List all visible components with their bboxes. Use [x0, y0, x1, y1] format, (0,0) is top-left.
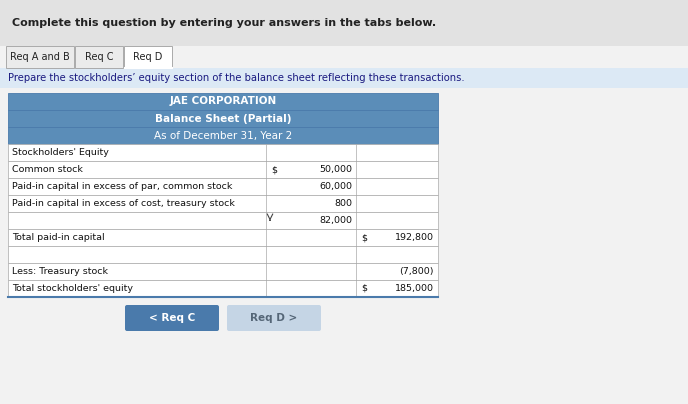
Bar: [0, 0, 688, 46]
Text: 60,000: 60,000: [319, 182, 352, 191]
Text: Req C: Req C: [85, 52, 114, 62]
Text: 50,000: 50,000: [319, 165, 352, 174]
Text: Prepare the stockholders’ equity section of the balance sheet reflecting these t: Prepare the stockholders’ equity section…: [8, 73, 464, 83]
Bar: [124, 46, 172, 68]
Bar: [8, 178, 438, 195]
Text: 82,000: 82,000: [319, 216, 352, 225]
Text: Req D >: Req D >: [250, 313, 298, 323]
Text: $: $: [361, 233, 367, 242]
Text: 800: 800: [334, 199, 352, 208]
Text: JAE CORPORATION: JAE CORPORATION: [169, 97, 277, 107]
Text: 192,800: 192,800: [395, 233, 434, 242]
Text: $: $: [271, 165, 277, 174]
Text: Req D: Req D: [133, 52, 162, 62]
Bar: [0, 68, 688, 88]
Text: $: $: [361, 284, 367, 293]
Bar: [8, 229, 438, 246]
Text: Common stock: Common stock: [12, 165, 83, 174]
Text: Total paid-in capital: Total paid-in capital: [12, 233, 105, 242]
Bar: [8, 110, 438, 127]
Bar: [75, 46, 123, 68]
Text: Total stockholders' equity: Total stockholders' equity: [12, 284, 133, 293]
Bar: [6, 46, 74, 68]
Text: Req A and B: Req A and B: [10, 52, 70, 62]
Bar: [8, 144, 438, 161]
Text: Balance Sheet (Partial): Balance Sheet (Partial): [155, 114, 291, 124]
Text: As of December 31, Year 2: As of December 31, Year 2: [154, 130, 292, 141]
Text: < Req C: < Req C: [149, 313, 195, 323]
Bar: [8, 263, 438, 280]
Text: Less: Treasury stock: Less: Treasury stock: [12, 267, 108, 276]
Text: Stockholders' Equity: Stockholders' Equity: [12, 148, 109, 157]
Bar: [8, 280, 438, 297]
Bar: [8, 161, 438, 178]
Text: (7,800): (7,800): [400, 267, 434, 276]
Text: Complete this question by entering your answers in the tabs below.: Complete this question by entering your …: [12, 18, 436, 28]
Bar: [8, 246, 438, 263]
FancyBboxPatch shape: [125, 305, 219, 331]
Bar: [8, 127, 438, 144]
Bar: [8, 93, 438, 110]
Text: 185,000: 185,000: [395, 284, 434, 293]
FancyBboxPatch shape: [227, 305, 321, 331]
Bar: [8, 212, 438, 229]
Text: Paid-in capital in excess of cost, treasury stock: Paid-in capital in excess of cost, treas…: [12, 199, 235, 208]
Text: Paid-in capital in excess of par, common stock: Paid-in capital in excess of par, common…: [12, 182, 233, 191]
Bar: [8, 195, 438, 212]
